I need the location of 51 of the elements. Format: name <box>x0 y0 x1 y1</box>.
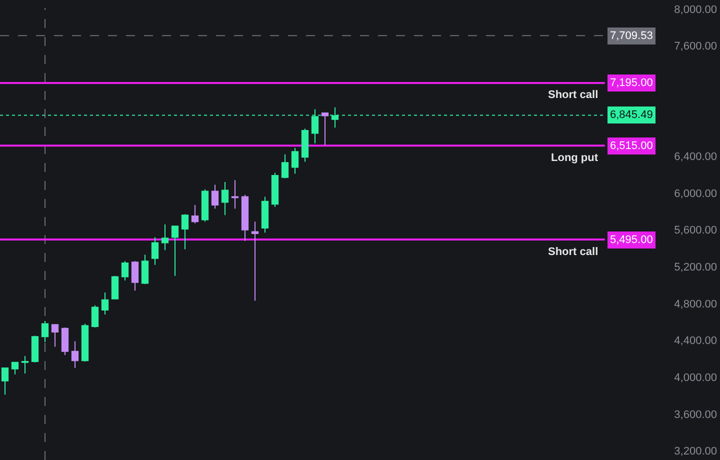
ref-line-label: 7,195.00 <box>610 77 653 89</box>
candlestick <box>221 181 229 216</box>
candlestick <box>211 184 219 210</box>
candlestick <box>301 128 309 162</box>
candlestick <box>231 180 239 210</box>
candlestick <box>321 112 329 146</box>
y-tick-label: 6,000.00 <box>674 188 717 200</box>
candlestick <box>281 154 289 179</box>
ref-line-label: 6,845.49 <box>610 109 653 121</box>
candlestick <box>191 204 199 224</box>
candlestick <box>1 367 9 396</box>
candlestick <box>241 194 249 242</box>
candlestick <box>251 221 259 302</box>
candlestick <box>201 188 209 222</box>
candlestick <box>291 147 299 174</box>
candlestick <box>41 320 49 343</box>
candlestick <box>151 236 159 266</box>
candlestick <box>71 340 79 368</box>
candlestick <box>131 260 139 292</box>
y-tick-label: 3,200.00 <box>674 446 717 458</box>
candlestick <box>101 292 109 316</box>
y-tick-label: 6,400.00 <box>674 151 717 164</box>
y-tick-label: 8,000.00 <box>674 4 717 16</box>
candlestick <box>171 226 179 276</box>
y-tick-label: 3,600.00 <box>674 408 717 421</box>
candlestick <box>21 355 29 374</box>
annotation: Long put <box>551 152 598 164</box>
candlestick <box>11 362 19 375</box>
candlestick <box>261 196 269 234</box>
y-tick-label: 4,400.00 <box>674 335 717 348</box>
candlestick <box>161 224 169 251</box>
candlestick <box>91 304 99 328</box>
annotation: Short call <box>548 246 598 258</box>
candlestick <box>61 326 69 356</box>
candlestick <box>111 275 119 300</box>
y-tick-label: 5,200.00 <box>674 262 717 274</box>
annotation: Short call <box>548 89 598 101</box>
y-tick-label: 4,000.00 <box>674 372 717 384</box>
ref-line-label: 7,709.53 <box>610 30 653 42</box>
candlestick <box>81 323 89 362</box>
candlestick <box>51 324 59 348</box>
candlestick <box>141 254 149 285</box>
ref-line-label: 6,515.00 <box>610 140 653 152</box>
candlestick <box>121 260 129 281</box>
y-tick-label: 5,600.00 <box>674 224 717 237</box>
y-tick-label: 7,600.00 <box>674 40 717 53</box>
candlestick <box>271 172 279 208</box>
candlestick <box>181 214 189 250</box>
ref-line-label: 5,495.00 <box>610 234 653 246</box>
y-tick-label: 4,800.00 <box>674 298 717 310</box>
candlestick <box>31 335 39 363</box>
